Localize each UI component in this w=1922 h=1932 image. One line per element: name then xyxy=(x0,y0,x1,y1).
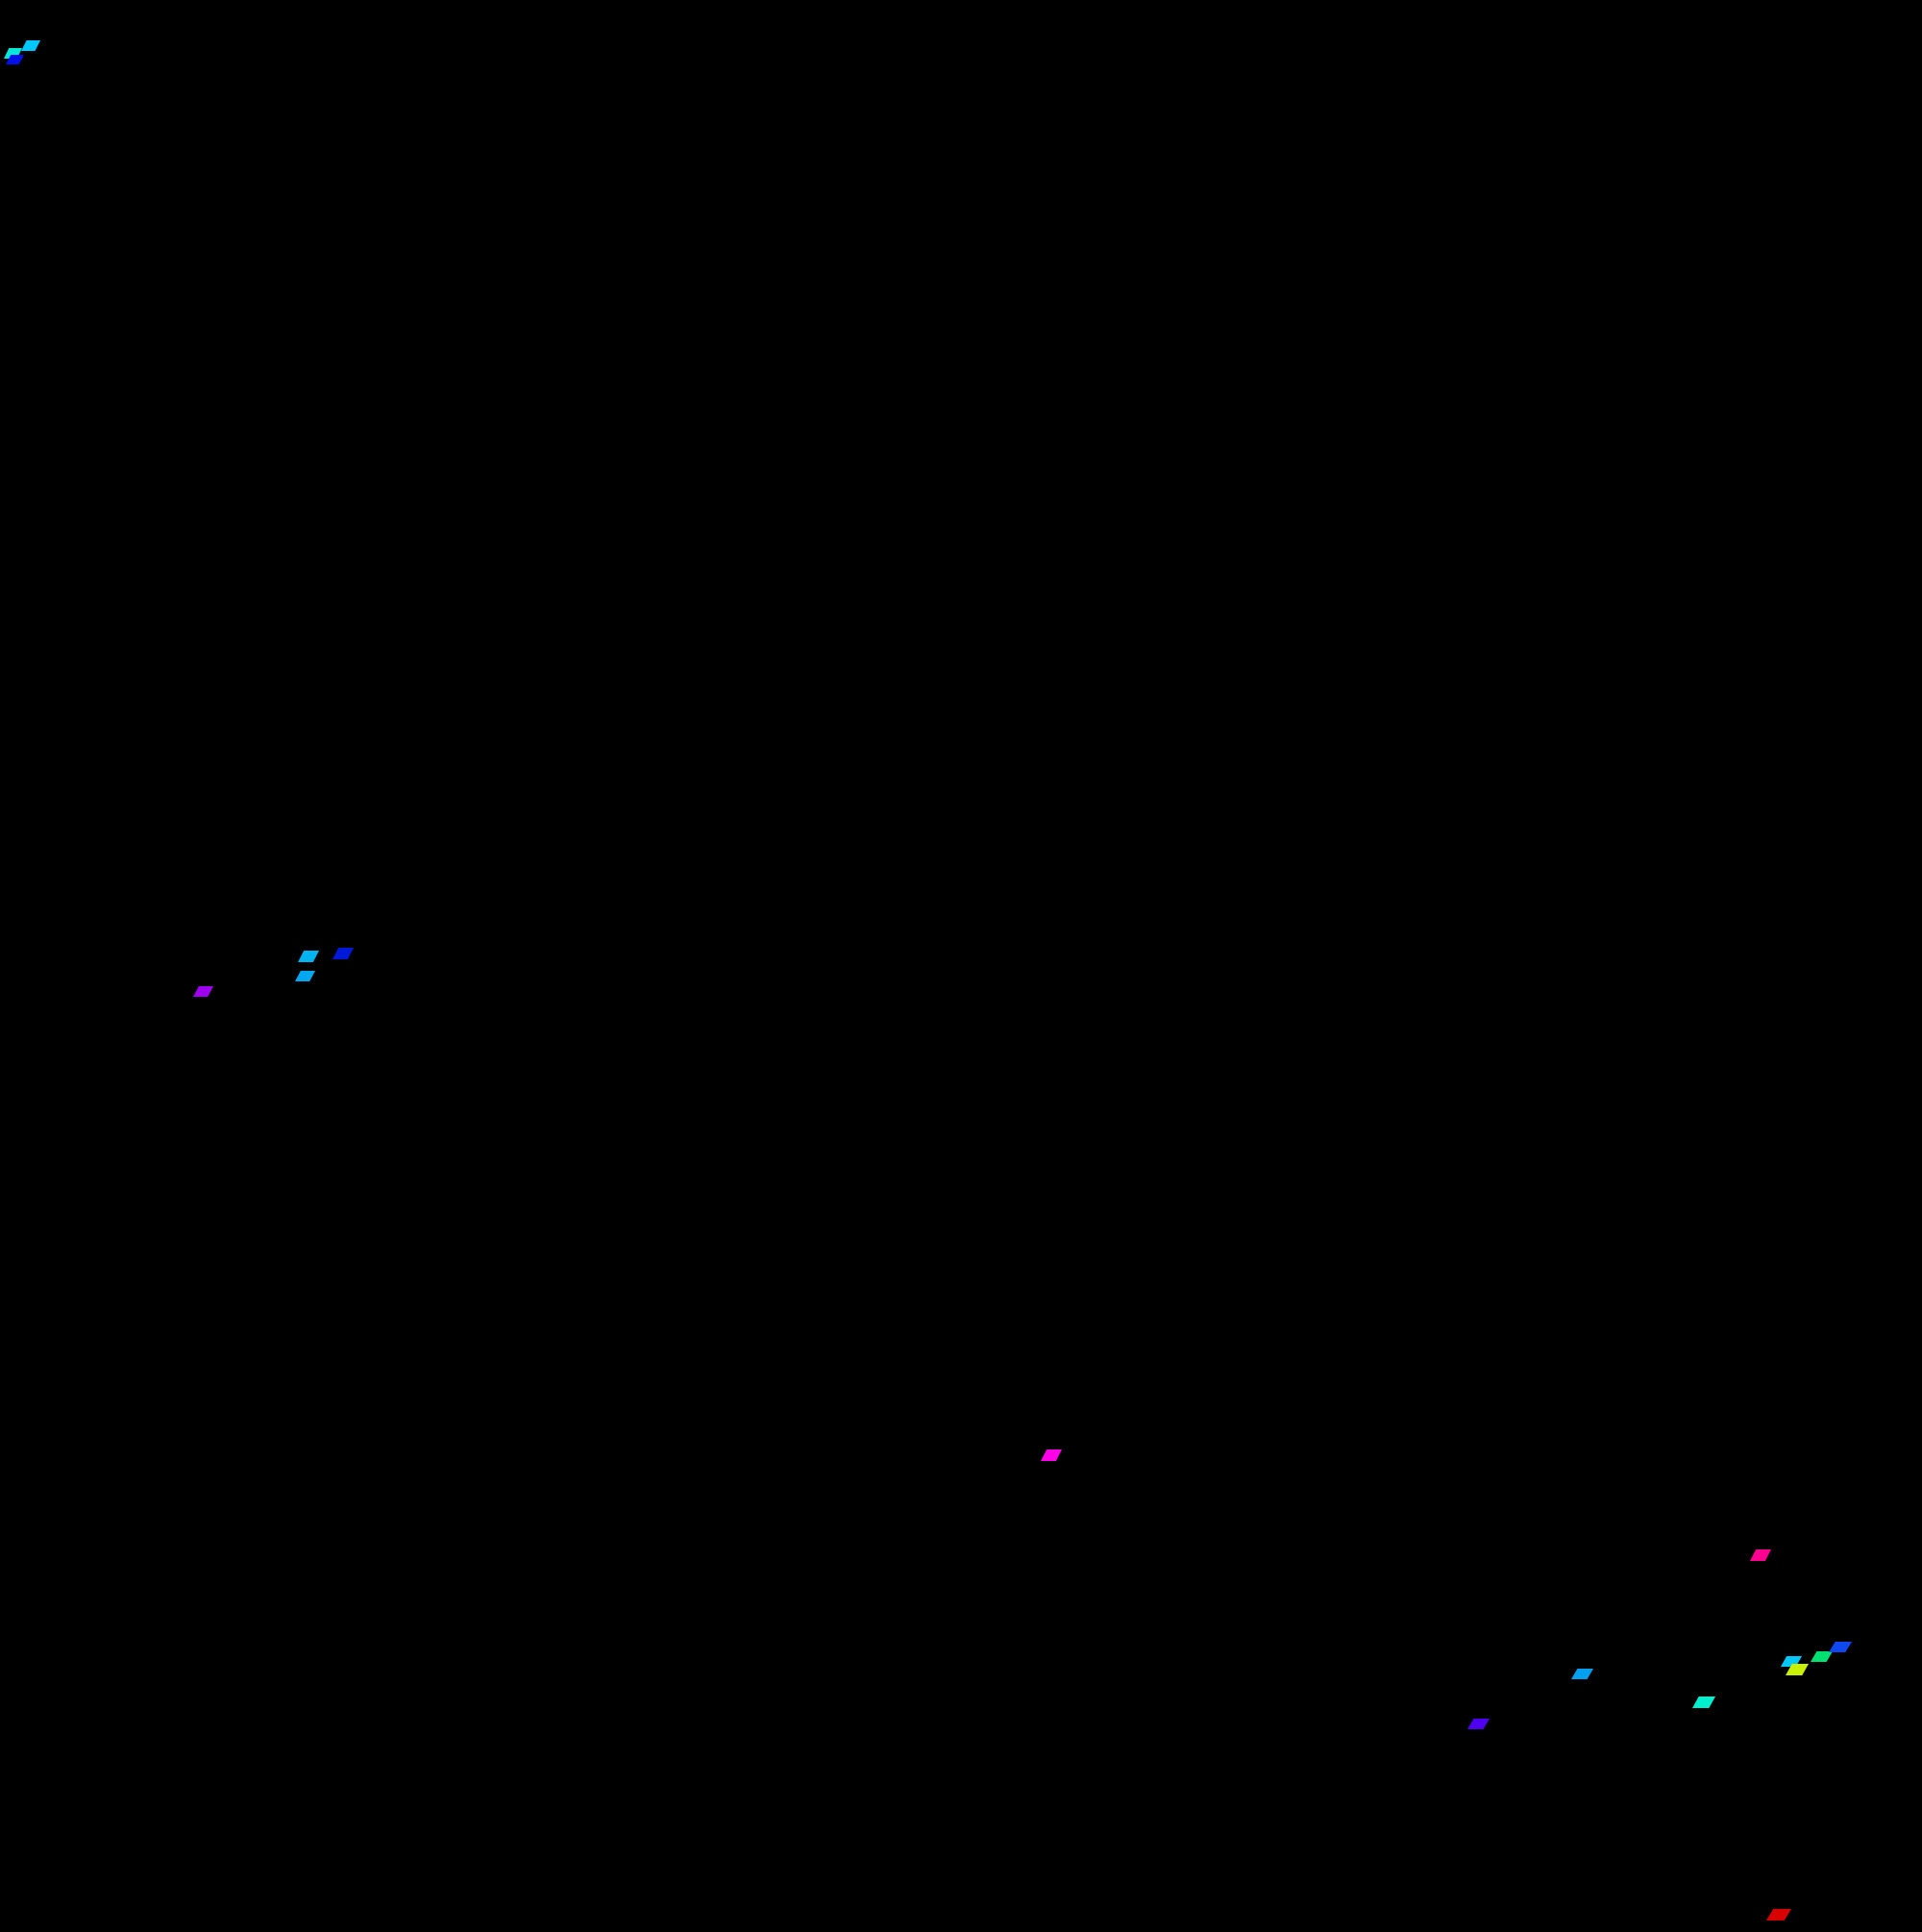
scatter-point xyxy=(295,971,315,981)
scatter-point xyxy=(1467,1719,1490,1729)
scatter-point xyxy=(1571,1669,1593,1679)
scatter-point xyxy=(193,986,213,997)
scatter-point xyxy=(6,55,24,64)
scatter-point xyxy=(1781,1656,1802,1667)
scatter-point xyxy=(1766,1909,1791,1920)
scatter-point xyxy=(21,40,40,51)
scatter-point xyxy=(333,948,354,959)
scatter-point xyxy=(4,48,22,59)
scatter-point xyxy=(1829,1642,1852,1652)
scatter-point xyxy=(1692,1697,1715,1708)
scatter-point xyxy=(1811,1651,1833,1662)
scatter-point xyxy=(298,951,319,962)
scatter-point xyxy=(1786,1664,1809,1675)
scatter-point xyxy=(1041,1449,1062,1461)
scatter-point xyxy=(1750,1549,1771,1561)
